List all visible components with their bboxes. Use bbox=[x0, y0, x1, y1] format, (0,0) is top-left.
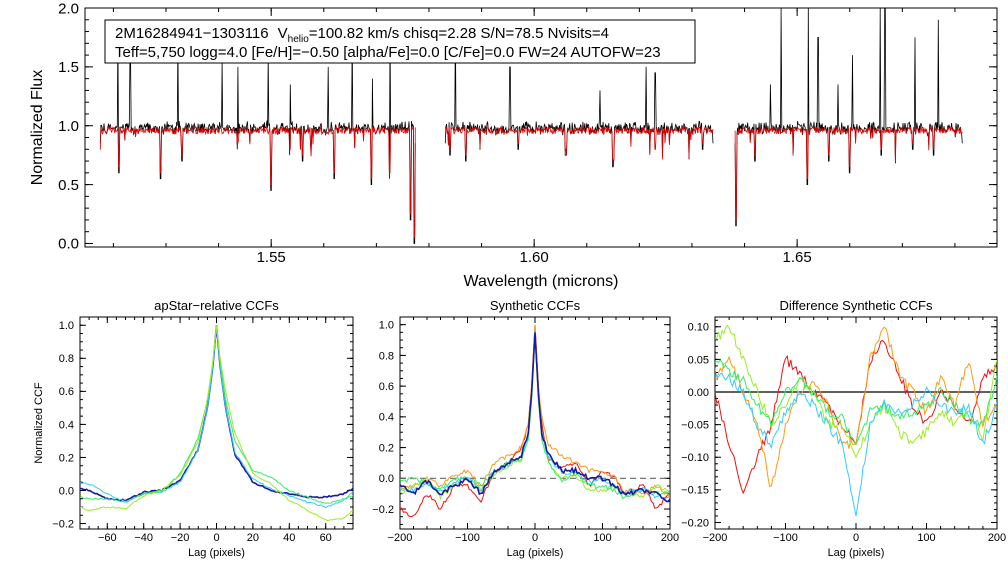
y-tick-label: 0.8 bbox=[59, 353, 74, 365]
y-axis-label: Normalized Flux bbox=[29, 70, 46, 186]
ccf-series-line-visit2 bbox=[80, 325, 353, 509]
x-tick-label: −100 bbox=[455, 532, 480, 544]
ccf-series-line-visit4 bbox=[80, 325, 353, 522]
ccf-series-line-visit1 bbox=[80, 325, 353, 502]
y-tick-label: 1.0 bbox=[58, 118, 79, 135]
y-tick-label: 1.0 bbox=[379, 320, 394, 332]
x-tick-label: 60 bbox=[320, 532, 332, 544]
y-tick-label: 1.0 bbox=[59, 320, 74, 332]
ccf-series-line-navy bbox=[400, 332, 670, 503]
x-tick-label: 200 bbox=[988, 532, 1006, 544]
y-tick-label: 0.6 bbox=[59, 386, 74, 398]
y-tick-label: −0.05 bbox=[681, 419, 709, 431]
info-star-id: 2M16284941−1303116 bbox=[115, 25, 269, 42]
plot-frame bbox=[84, 7, 998, 248]
x-tick-label: −60 bbox=[98, 532, 117, 544]
model-spectrum-line bbox=[99, 125, 963, 238]
y-tick-label: 0.5 bbox=[58, 177, 79, 194]
y-tick-label: −0.15 bbox=[681, 485, 709, 497]
x-tick-label: 0 bbox=[532, 532, 538, 544]
ccf-series-line-lime bbox=[400, 329, 670, 501]
x-tick-label: −40 bbox=[134, 532, 153, 544]
spectrum-info-box: 2M16284941−1303116 Vhelio=100.82 km/s chi… bbox=[104, 19, 696, 64]
x-tick-label: −200 bbox=[703, 532, 728, 544]
apstar-ccf-panel: −60 −40 −20 0 20 40 60 −0.2 0.0 0.2 0.4 0.6 0.8 1.0 ap… bbox=[33, 298, 354, 559]
panel-title: Synthetic CCFs bbox=[490, 298, 581, 313]
info-line-2: Teff=5,750 logg=4.0 [Fe/H]=−0.50 [alpha/… bbox=[115, 44, 661, 61]
x-axis-label: Lag (pixels) bbox=[828, 547, 885, 559]
x-tick-label: 1.60 bbox=[520, 249, 549, 266]
y-tick-label: 0.05 bbox=[688, 354, 709, 366]
info-line-1: 2M16284941−1303116 Vhelio=100.82 km/s chi… bbox=[115, 25, 609, 45]
panel-title: Difference Synthetic CCFs bbox=[780, 298, 933, 313]
y-tick-label: 0.10 bbox=[688, 322, 709, 334]
ccf-series-line-orange bbox=[715, 326, 997, 488]
x-tick-label: 40 bbox=[283, 532, 295, 544]
y-tick-label: −0.2 bbox=[52, 518, 74, 530]
info-line-1-values: =100.82 km/s chisq=2.28 S/N=78.5 Nvisits… bbox=[309, 25, 609, 42]
y-tick-label: 1.5 bbox=[58, 59, 79, 76]
y-tick-label: 0.2 bbox=[379, 442, 394, 454]
y-axis-label: Normalized CCF bbox=[33, 382, 45, 464]
x-tick-label: 20 bbox=[247, 532, 259, 544]
x-axis-label: Lag (pixels) bbox=[188, 547, 245, 559]
x-tick-label: −20 bbox=[171, 532, 190, 544]
difference-ccf-panel: −200 −100 0 100 200 −0.20 −0.15 −0.10 −0.05 0.00 0… bbox=[681, 298, 1006, 559]
y-tick-label: −0.10 bbox=[681, 452, 709, 464]
y-tick-label: 0.8 bbox=[379, 350, 394, 362]
y-tick-label: 0.2 bbox=[59, 452, 74, 464]
panel-title: apStar−relative CCFs bbox=[154, 298, 279, 313]
y-tick-label: −0.20 bbox=[681, 517, 709, 529]
y-tick-label: 0.00 bbox=[688, 387, 709, 399]
x-tick-label: 0 bbox=[213, 532, 219, 544]
ccf-series-line-green bbox=[715, 359, 997, 446]
x-tick-label: 0 bbox=[853, 532, 859, 544]
x-axis-label: Wavelength (microns) bbox=[463, 273, 618, 290]
y-tick-label: 0.0 bbox=[59, 485, 74, 497]
x-tick-label: 100 bbox=[917, 532, 935, 544]
y-tick-label: 0.4 bbox=[379, 412, 394, 424]
y-tick-label: −0.2 bbox=[372, 504, 394, 516]
y-tick-label: 2.0 bbox=[58, 0, 79, 17]
ccf-series-line-lime bbox=[715, 324, 997, 459]
y-tick-label: 0.6 bbox=[379, 381, 394, 393]
y-tick-label: 0.0 bbox=[58, 236, 79, 253]
y-tick-label: 0.0 bbox=[379, 473, 394, 485]
y-tick-label: 0.4 bbox=[59, 419, 74, 431]
x-tick-label: −200 bbox=[388, 532, 413, 544]
ccf-series-line-orange bbox=[400, 324, 670, 498]
x-tick-label: 1.55 bbox=[257, 249, 286, 266]
x-axis-label: Lag (pixels) bbox=[507, 547, 564, 559]
ccf-series-line-cyan bbox=[715, 368, 997, 517]
x-tick-label: −100 bbox=[773, 532, 798, 544]
ccf-series-line-red bbox=[400, 324, 670, 518]
x-tick-label: 200 bbox=[661, 532, 679, 544]
info-v-subscript: helio bbox=[288, 34, 310, 45]
spectrum-panel: 1.55 1.60 1.65 0.0 0.5 1.0 1.5 2.0 Wavelength (m… bbox=[29, 0, 998, 290]
ccf-series-line-green bbox=[400, 335, 670, 500]
info-v-symbol: V bbox=[278, 25, 288, 42]
x-tick-label: 100 bbox=[593, 532, 611, 544]
ccf-series-line-visit3 bbox=[80, 325, 353, 504]
ccf-series-line-cyan bbox=[400, 330, 670, 500]
ccf-series-line-red bbox=[715, 339, 997, 495]
synthetic-ccf-panel: −200 −100 0 100 200 −0.2 0.0 0.2 0.4 0.6 0.8 1.0 Syn… bbox=[372, 298, 679, 559]
x-tick-label: 1.65 bbox=[783, 249, 812, 266]
